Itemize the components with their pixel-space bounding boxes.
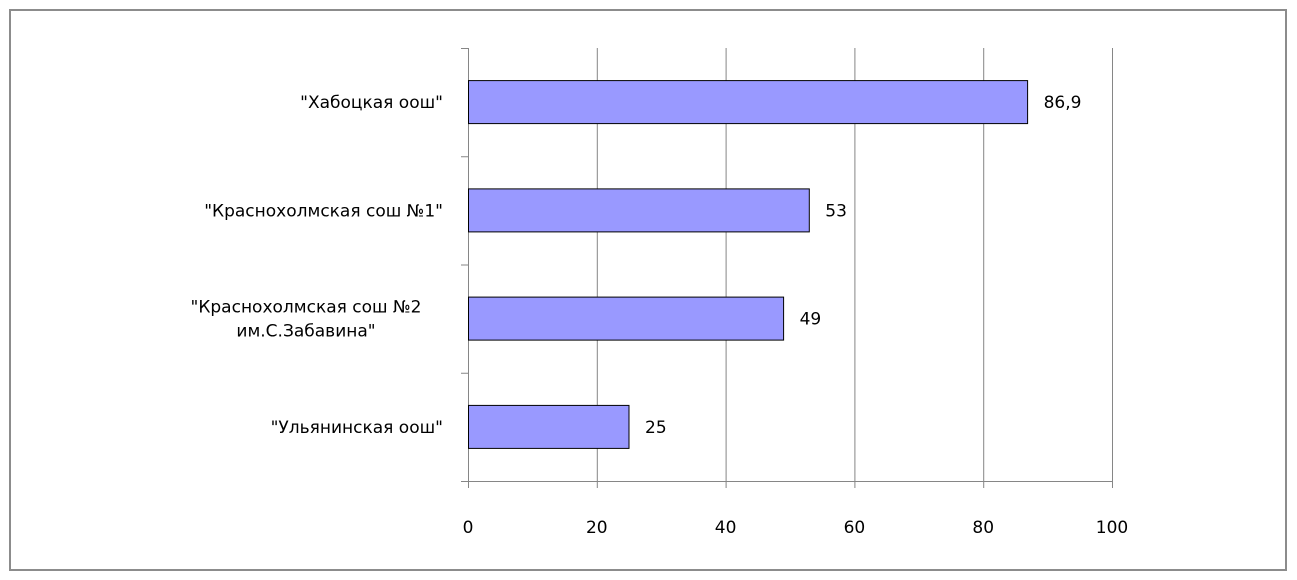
bar: [468, 188, 810, 233]
data-labels: 86,9 53 49 25: [645, 93, 1081, 438]
category-label: "Краснохолмская сош №2: [191, 298, 422, 318]
category-label: "Краснохолмская сош №1": [204, 201, 443, 221]
data-label: 25: [645, 418, 667, 438]
bars: [468, 80, 1029, 449]
bar: [468, 404, 630, 449]
x-tick-label: 80: [972, 518, 994, 538]
x-tick-label: 60: [844, 518, 866, 538]
x-tick-label: 20: [586, 518, 608, 538]
data-label: 49: [800, 310, 822, 330]
bar: [468, 296, 785, 341]
data-label: 86,9: [1044, 93, 1082, 113]
category-label: "Хабоцкая оош": [300, 93, 443, 113]
x-tick-label: 100: [1096, 518, 1128, 538]
bar: [468, 80, 1029, 125]
category-label: "Ульянинская оош": [271, 418, 443, 438]
category-label: им.С.Забавина": [236, 322, 375, 342]
tick-labels: 0 20 40 60 80 100: [463, 518, 1129, 538]
x-tick-label: 40: [715, 518, 737, 538]
x-tick-label: 0: [463, 518, 474, 538]
data-label: 53: [825, 201, 847, 221]
category-labels: "Хабоцкая оош" "Краснохолмская сош №1" "Кр…: [191, 93, 443, 438]
